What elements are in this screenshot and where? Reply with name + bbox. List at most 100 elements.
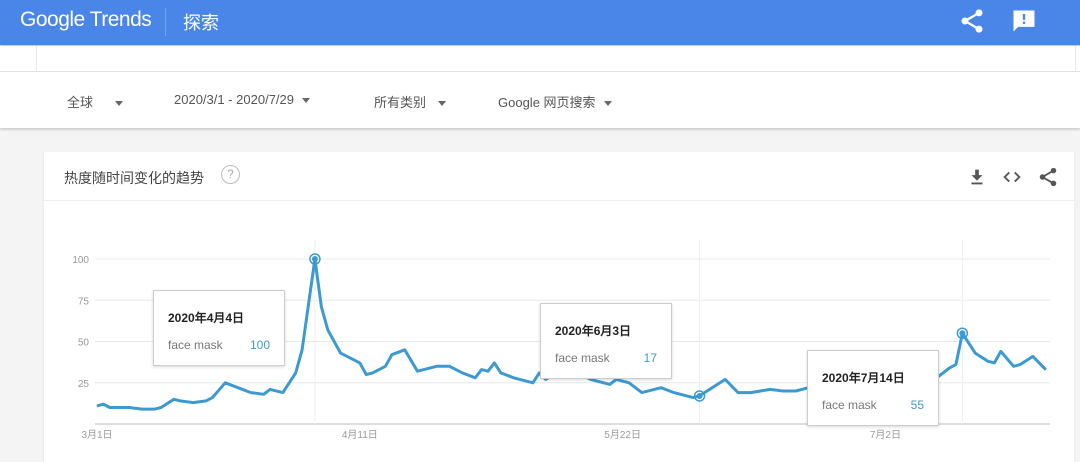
- highlight-marker: [693, 390, 706, 402]
- search-term-strip: [0, 46, 1080, 72]
- data-point: [327, 329, 329, 331]
- x-tick-label: 4月11日: [342, 429, 378, 441]
- data-point: [237, 387, 239, 389]
- card-divider: [44, 200, 1074, 201]
- share-icon[interactable]: [1037, 166, 1059, 188]
- data-point: [340, 352, 342, 354]
- region-select[interactable]: 全球: [67, 92, 124, 111]
- data-point: [96, 405, 98, 407]
- data-point: [737, 392, 739, 394]
- data-point: [122, 407, 124, 408]
- data-point: [474, 377, 476, 379]
- data-point: [224, 382, 226, 384]
- data-point: [487, 370, 489, 372]
- region-label: 全球: [67, 95, 94, 110]
- tooltip-date: 2020年4月4日: [168, 311, 245, 325]
- data-point: [449, 365, 451, 367]
- search-term-box[interactable]: [36, 46, 1076, 72]
- data-point: [263, 393, 265, 395]
- data-point: [1032, 355, 1034, 357]
- data-point: [320, 306, 322, 308]
- download-icon[interactable]: [966, 166, 988, 188]
- data-point: [417, 370, 418, 372]
- card-title: 热度随时间变化的趋势: [64, 170, 204, 186]
- chevron-down-icon: [302, 98, 310, 104]
- data-point: [724, 378, 726, 380]
- data-point: [673, 392, 675, 394]
- data-point: [692, 397, 694, 399]
- chart-tooltip: 2020年6月3日 face mask 17: [540, 303, 672, 379]
- tooltip-term: face mask: [822, 398, 877, 412]
- y-tick-label: 25: [78, 379, 90, 390]
- tooltip-date: 2020年6月3日: [555, 324, 632, 338]
- tooltip-term: face mask: [168, 338, 223, 352]
- data-point: [192, 402, 194, 404]
- data-point: [795, 390, 797, 392]
- y-tick-label: 50: [78, 338, 90, 349]
- data-point: [1045, 369, 1047, 371]
- tooltip-date: 2020年7月14日: [822, 371, 905, 385]
- data-point: [365, 374, 367, 375]
- data-point: [109, 407, 111, 408]
- data-point: [282, 392, 284, 394]
- data-point: [154, 408, 156, 410]
- highlight-point: [959, 330, 966, 337]
- date-range-select[interactable]: 2020/3/1 - 2020/7/29: [174, 92, 310, 107]
- data-point: [250, 392, 252, 394]
- data-point: [993, 362, 995, 364]
- data-point: [1019, 364, 1021, 366]
- x-tick-label: 7月2日: [870, 429, 901, 441]
- data-point: [372, 372, 374, 374]
- data-point: [295, 372, 297, 374]
- data-point: [987, 360, 989, 362]
- x-tick-label: 3月1日: [81, 429, 112, 441]
- data-point: [205, 400, 207, 402]
- data-point: [493, 362, 495, 364]
- data-point: [769, 388, 771, 390]
- tooltip-value: 100: [249, 338, 270, 352]
- data-point: [269, 388, 271, 390]
- data-point: [102, 403, 104, 405]
- highlight-point: [311, 256, 318, 262]
- data-point: [590, 378, 592, 380]
- chevron-down-icon: [603, 101, 612, 107]
- data-point: [750, 392, 752, 394]
- x-tick-label: 5月22日: [604, 429, 641, 441]
- data-point: [782, 390, 784, 392]
- category-label: 所有类别: [374, 95, 427, 110]
- category-select[interactable]: 所有类别: [374, 92, 447, 111]
- tooltip-term: face mask: [555, 351, 610, 365]
- data-point: [545, 378, 547, 380]
- search-type-label: Google 网页搜索: [498, 95, 596, 110]
- data-point: [391, 354, 393, 356]
- data-point: [423, 369, 425, 371]
- data-point: [461, 372, 463, 374]
- data-point: [359, 362, 361, 364]
- chart-tooltip: 2020年4月4日 face mask 100: [153, 290, 285, 366]
- tooltip-value: 17: [643, 351, 657, 365]
- data-point: [615, 378, 617, 380]
- y-tick-label: 100: [72, 255, 89, 266]
- embed-icon[interactable]: [1001, 166, 1023, 188]
- data-point: [500, 372, 502, 374]
- data-point: [481, 369, 483, 371]
- highlight-point: [696, 392, 703, 399]
- feedback-icon[interactable]: [1010, 7, 1038, 35]
- tooltip-value: 55: [910, 398, 924, 412]
- google-trends-logo[interactable]: Google Trends: [20, 8, 152, 31]
- search-type-select[interactable]: Google 网页搜索: [498, 92, 612, 111]
- help-icon[interactable]: ?: [221, 165, 240, 184]
- data-point: [404, 349, 406, 351]
- chart-tooltip: 2020年7月14日 face mask 55: [807, 350, 939, 426]
- header-divider: [165, 8, 166, 36]
- data-point: [1013, 365, 1015, 367]
- data-point: [436, 365, 438, 367]
- data-point: [301, 349, 303, 351]
- share-icon[interactable]: [958, 7, 986, 35]
- y-tick-label: 75: [78, 296, 90, 307]
- data-point: [211, 397, 213, 399]
- data-point: [628, 382, 630, 384]
- page-title: 探索: [183, 13, 219, 33]
- data-point: [532, 382, 534, 384]
- data-point: [641, 392, 643, 394]
